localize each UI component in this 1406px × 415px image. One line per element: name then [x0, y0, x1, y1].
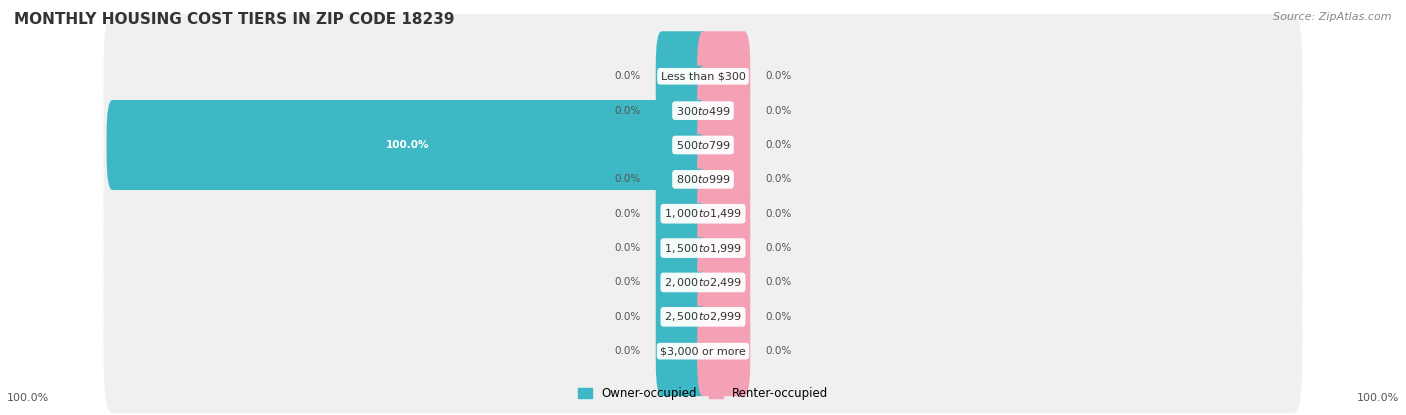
Text: 0.0%: 0.0% — [614, 243, 641, 253]
FancyBboxPatch shape — [104, 289, 1302, 413]
FancyBboxPatch shape — [697, 100, 751, 190]
Text: 0.0%: 0.0% — [614, 209, 641, 219]
Text: 0.0%: 0.0% — [614, 312, 641, 322]
Text: $300 to $499: $300 to $499 — [675, 105, 731, 117]
Text: $2,500 to $2,999: $2,500 to $2,999 — [664, 310, 742, 323]
Text: 0.0%: 0.0% — [614, 278, 641, 288]
Text: 0.0%: 0.0% — [614, 346, 641, 356]
FancyBboxPatch shape — [697, 66, 751, 156]
Text: 0.0%: 0.0% — [765, 71, 792, 81]
Text: 0.0%: 0.0% — [765, 243, 792, 253]
FancyBboxPatch shape — [655, 272, 709, 362]
FancyBboxPatch shape — [697, 306, 751, 396]
Text: Source: ZipAtlas.com: Source: ZipAtlas.com — [1274, 12, 1392, 22]
FancyBboxPatch shape — [104, 83, 1302, 207]
Text: MONTHLY HOUSING COST TIERS IN ZIP CODE 18239: MONTHLY HOUSING COST TIERS IN ZIP CODE 1… — [14, 12, 454, 27]
Text: Less than $300: Less than $300 — [661, 71, 745, 81]
FancyBboxPatch shape — [697, 134, 751, 225]
Text: 0.0%: 0.0% — [765, 209, 792, 219]
FancyBboxPatch shape — [104, 117, 1302, 242]
Text: 100.0%: 100.0% — [7, 393, 49, 403]
FancyBboxPatch shape — [104, 255, 1302, 379]
Text: $800 to $999: $800 to $999 — [675, 173, 731, 186]
Legend: Owner-occupied, Renter-occupied: Owner-occupied, Renter-occupied — [572, 383, 834, 405]
FancyBboxPatch shape — [697, 203, 751, 293]
Text: 0.0%: 0.0% — [614, 71, 641, 81]
Text: 0.0%: 0.0% — [614, 174, 641, 184]
Text: 100.0%: 100.0% — [1357, 393, 1399, 403]
Text: $1,000 to $1,499: $1,000 to $1,499 — [664, 207, 742, 220]
FancyBboxPatch shape — [697, 169, 751, 259]
Text: 0.0%: 0.0% — [765, 312, 792, 322]
FancyBboxPatch shape — [655, 31, 709, 121]
Text: 0.0%: 0.0% — [765, 106, 792, 116]
FancyBboxPatch shape — [655, 134, 709, 225]
Text: $2,000 to $2,499: $2,000 to $2,499 — [664, 276, 742, 289]
Text: $500 to $799: $500 to $799 — [675, 139, 731, 151]
Text: 0.0%: 0.0% — [614, 106, 641, 116]
FancyBboxPatch shape — [104, 186, 1302, 310]
FancyBboxPatch shape — [697, 272, 751, 362]
Text: $1,500 to $1,999: $1,500 to $1,999 — [664, 242, 742, 254]
FancyBboxPatch shape — [697, 237, 751, 327]
FancyBboxPatch shape — [104, 220, 1302, 344]
FancyBboxPatch shape — [104, 151, 1302, 276]
FancyBboxPatch shape — [104, 14, 1302, 139]
Text: 100.0%: 100.0% — [387, 140, 429, 150]
Text: 0.0%: 0.0% — [765, 278, 792, 288]
FancyBboxPatch shape — [697, 31, 751, 121]
Text: 0.0%: 0.0% — [765, 140, 792, 150]
FancyBboxPatch shape — [655, 66, 709, 156]
FancyBboxPatch shape — [104, 49, 1302, 173]
FancyBboxPatch shape — [655, 203, 709, 293]
FancyBboxPatch shape — [107, 100, 709, 190]
FancyBboxPatch shape — [655, 306, 709, 396]
FancyBboxPatch shape — [655, 237, 709, 327]
FancyBboxPatch shape — [655, 169, 709, 259]
Text: $3,000 or more: $3,000 or more — [661, 346, 745, 356]
Text: 0.0%: 0.0% — [765, 346, 792, 356]
Text: 0.0%: 0.0% — [765, 174, 792, 184]
